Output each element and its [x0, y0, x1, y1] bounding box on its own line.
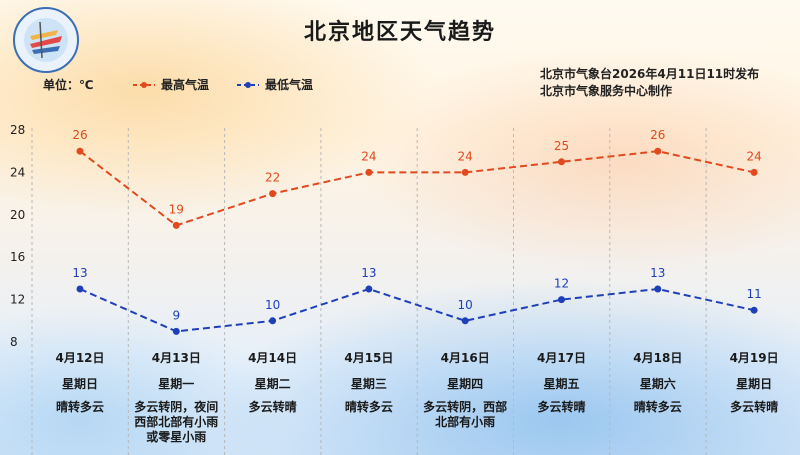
data-point-high: [172, 221, 180, 229]
weather-description-line: 晴转多云: [633, 400, 682, 414]
data-point-low: [558, 296, 565, 304]
x-tick-date: 4月18日: [633, 351, 683, 365]
x-tick-date: 4月14日: [248, 351, 298, 365]
weather-description-line: 多云转晴: [730, 400, 779, 414]
data-label-high: 22: [265, 171, 280, 185]
data-label-high: 19: [169, 202, 184, 216]
weather-description-line: 多云转阴，夜间: [134, 400, 219, 414]
weekday-label: 星期一: [158, 377, 195, 391]
weather-description: 多云转晴: [225, 400, 321, 415]
meteorological-service-logo-icon: [13, 7, 79, 73]
weather-description-line: 多云转晴: [248, 400, 297, 414]
data-point-high: [461, 168, 469, 176]
data-point-high: [750, 168, 758, 176]
data-point-low: [269, 317, 277, 325]
data-label-high: 24: [361, 149, 376, 163]
y-tick-label: 12: [10, 293, 25, 307]
weather-description: 多云转晴: [514, 400, 610, 415]
unit-label: 单位：℃: [43, 78, 94, 92]
legend-high-marker-icon: [133, 81, 155, 88]
issuer-info: 北京市气象台2026年4月11日11时发布 北京市气象服务中心制作: [540, 66, 759, 100]
weather-description-line: 多云转晴: [537, 400, 586, 414]
data-label-low: 13: [361, 266, 376, 280]
legend-high-label: 最高气温: [161, 78, 210, 92]
issuer-line-1: 北京市气象台2026年4月11日11时发布: [540, 67, 760, 81]
y-tick-label: 28: [10, 123, 25, 137]
weather-description: 晴转多云: [610, 400, 706, 415]
day-column: 4月19日星期日多云转晴: [706, 348, 800, 415]
data-point-low: [750, 306, 758, 314]
x-tick-date: 4月15日: [344, 351, 394, 365]
x-tick-date: 4月12日: [55, 351, 105, 365]
data-point-high: [76, 147, 84, 155]
data-label-high: 24: [746, 149, 761, 163]
legend-low-label: 最低气温: [265, 78, 314, 92]
day-column: 4月13日星期一多云转阴，夜间 西部北部有小雨 或零星小雨: [128, 348, 224, 445]
weather-description-line: 晴转多云: [344, 400, 393, 414]
day-column: 4月12日星期日晴转多云: [32, 348, 128, 415]
weather-description-line: 西部北部有小雨: [134, 415, 219, 429]
legend-low: 最低气温: [237, 76, 313, 93]
weekday-label: 星期日: [61, 377, 98, 391]
data-point-high: [365, 168, 373, 176]
data-label-low: 13: [72, 266, 87, 280]
day-column: 4月16日星期四多云转阴，西部 北部有小雨: [417, 348, 513, 430]
data-point-low: [76, 285, 84, 293]
day-column: 4月15日星期三晴转多云: [321, 348, 417, 415]
y-tick-label: 16: [10, 250, 25, 264]
day-column: 4月14日星期二多云转晴: [225, 348, 321, 415]
day-column: 4月17日星期五多云转晴: [514, 348, 610, 415]
data-label-high: 26: [650, 128, 665, 142]
data-point-high: [269, 190, 277, 198]
issuer-line-2: 北京市气象服务中心制作: [540, 84, 673, 98]
legend-high: 最高气温: [133, 76, 209, 93]
weekday-label: 星期三: [350, 377, 387, 391]
x-tick-date: 4月16日: [440, 351, 490, 365]
data-point-low: [172, 327, 180, 335]
y-tick-label: 20: [10, 208, 25, 222]
day-column: 4月18日星期六晴转多云: [610, 348, 706, 415]
weekday-label: 星期五: [543, 377, 580, 391]
page-title: 北京地区天气趋势: [303, 20, 496, 45]
series-line-low: [79, 287, 755, 333]
legend-low-marker-icon: [237, 81, 259, 88]
y-tick-label: 8: [10, 335, 18, 349]
data-label-high: 24: [458, 149, 473, 163]
x-tick-date: 4月19日: [729, 351, 779, 365]
weather-description: 多云转阴，夜间 西部北部有小雨 或零星小雨: [128, 400, 224, 445]
series-line-high: [79, 150, 755, 227]
weather-description-line: 晴转多云: [55, 400, 104, 414]
data-point-low: [461, 317, 469, 325]
x-tick-date: 4月13日: [151, 351, 201, 365]
weather-description: 晴转多云: [321, 400, 417, 415]
data-label-low: 11: [746, 287, 761, 301]
data-label-low: 10: [458, 298, 473, 312]
data-point-low: [654, 285, 662, 293]
data-point-high: [654, 147, 662, 155]
data-point-low: [365, 285, 373, 293]
data-label-high: 25: [554, 139, 569, 153]
weekday-label: 星期日: [736, 377, 773, 391]
weather-description-line: 多云转阴，西部: [423, 400, 508, 414]
x-tick-date: 4月17日: [536, 351, 587, 365]
data-label-high: 26: [72, 128, 87, 142]
weather-description-line: 或零星小雨: [146, 430, 207, 444]
data-label-low: 9: [172, 308, 180, 322]
data-label-low: 12: [554, 277, 569, 291]
weekday-label: 星期二: [254, 377, 291, 391]
weather-description: 多云转晴: [706, 400, 800, 415]
weekday-label: 星期四: [447, 377, 484, 391]
data-label-low: 10: [265, 298, 280, 312]
weather-description-line: 北部有小雨: [435, 415, 496, 429]
weather-description: 晴转多云: [32, 400, 128, 415]
data-label-low: 13: [650, 266, 665, 280]
weekday-label: 星期六: [639, 377, 676, 391]
data-point-high: [558, 158, 565, 166]
weather-description: 多云转阴，西部 北部有小雨: [417, 400, 513, 430]
y-tick-label: 24: [10, 165, 25, 179]
